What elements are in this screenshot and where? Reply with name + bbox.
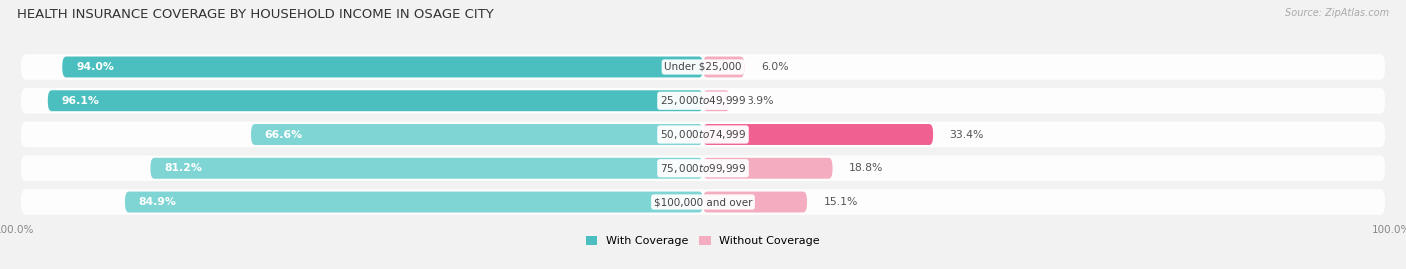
FancyBboxPatch shape — [21, 155, 1385, 181]
FancyBboxPatch shape — [21, 189, 1385, 215]
Text: Under $25,000: Under $25,000 — [664, 62, 742, 72]
Text: 15.1%: 15.1% — [824, 197, 858, 207]
FancyBboxPatch shape — [703, 90, 730, 111]
FancyBboxPatch shape — [21, 122, 1385, 147]
Text: 3.9%: 3.9% — [747, 96, 773, 106]
Text: 94.0%: 94.0% — [76, 62, 114, 72]
Text: 96.1%: 96.1% — [62, 96, 100, 106]
Text: $75,000 to $99,999: $75,000 to $99,999 — [659, 162, 747, 175]
FancyBboxPatch shape — [21, 88, 1385, 114]
FancyBboxPatch shape — [150, 158, 703, 179]
Text: 18.8%: 18.8% — [849, 163, 883, 173]
FancyBboxPatch shape — [703, 124, 934, 145]
Text: 81.2%: 81.2% — [165, 163, 202, 173]
FancyBboxPatch shape — [703, 192, 807, 213]
Text: $25,000 to $49,999: $25,000 to $49,999 — [659, 94, 747, 107]
FancyBboxPatch shape — [62, 56, 703, 77]
Text: 84.9%: 84.9% — [139, 197, 177, 207]
Legend: With Coverage, Without Coverage: With Coverage, Without Coverage — [586, 236, 820, 246]
FancyBboxPatch shape — [252, 124, 703, 145]
Text: HEALTH INSURANCE COVERAGE BY HOUSEHOLD INCOME IN OSAGE CITY: HEALTH INSURANCE COVERAGE BY HOUSEHOLD I… — [17, 8, 494, 21]
Text: $100,000 and over: $100,000 and over — [654, 197, 752, 207]
Text: 33.4%: 33.4% — [949, 129, 984, 140]
Text: Source: ZipAtlas.com: Source: ZipAtlas.com — [1285, 8, 1389, 18]
FancyBboxPatch shape — [125, 192, 703, 213]
Text: 6.0%: 6.0% — [761, 62, 789, 72]
FancyBboxPatch shape — [21, 54, 1385, 80]
FancyBboxPatch shape — [703, 158, 832, 179]
FancyBboxPatch shape — [48, 90, 703, 111]
Text: $50,000 to $74,999: $50,000 to $74,999 — [659, 128, 747, 141]
FancyBboxPatch shape — [703, 56, 744, 77]
Text: 66.6%: 66.6% — [264, 129, 302, 140]
